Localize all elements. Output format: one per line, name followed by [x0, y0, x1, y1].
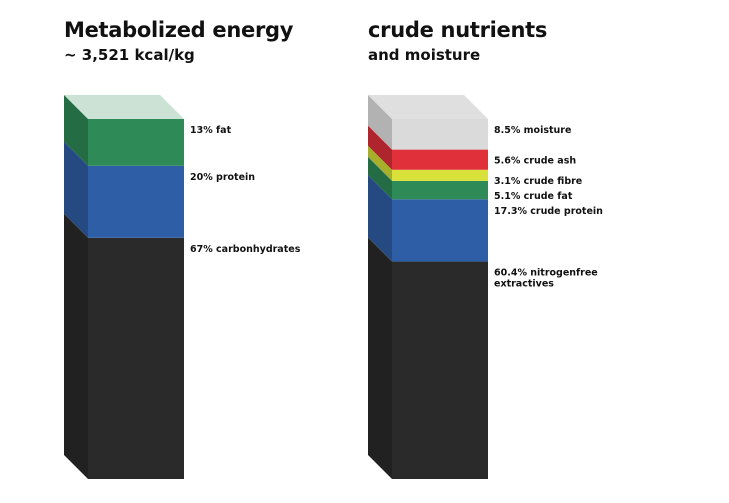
segment-5-1-crude-fat: 5.1% crude fat — [368, 156, 573, 202]
segment-side-8-5-moisture — [368, 95, 392, 150]
segment-front-13-fat — [88, 119, 184, 166]
segment-3-1-crude-fibre: 3.1% crude fibre — [368, 145, 582, 187]
segment-13-fat: 13% fat — [64, 95, 232, 166]
segment-20-protein: 20% protein — [64, 141, 255, 238]
segment-label-60-4-nitrogenfree-extractives: 60.4% nitrogenfree extractives — [494, 268, 598, 290]
column-0: 67% carbonhydrates 20% protein 13% fat — [64, 95, 301, 480]
segment-front-5-1-crude-fat — [392, 180, 488, 200]
segment-top-13-fat — [64, 95, 184, 119]
segment-front-17-3-crude-protein — [392, 199, 488, 262]
segment-front-3-1-crude-fibre — [392, 169, 488, 181]
segment-label-20-protein: 20% protein — [190, 172, 255, 183]
segment-front-8-5-moisture — [392, 119, 488, 150]
segment-label-5-1-crude-fat: 5.1% crude fat — [494, 191, 573, 202]
segment-label-67-carbonhydrates: 67% carbonhydrates — [190, 244, 301, 255]
segment-side-67-carbonhydrates — [64, 213, 88, 480]
chart-subtitle-energy: ~ 3,521 kcal/kg — [64, 46, 195, 64]
segment-17-3-crude-protein: 17.3% crude protein — [368, 175, 603, 262]
segment-label-17-3-crude-protein: 17.3% crude protein — [494, 206, 603, 217]
segment-front-5-6-crude-ash — [392, 149, 488, 170]
segment-8-5-moisture: 8.5% moisture — [368, 95, 571, 150]
segment-side-60-4-nitrogenfree-extractives — [368, 237, 392, 479]
segment-label-5-6-crude-ash: 5.6% crude ash — [494, 156, 576, 167]
segment-side-3-1-crude-fibre — [368, 145, 392, 181]
segment-60-4-nitrogenfree-extractives: 60.4% nitrogenfree extractives — [368, 237, 598, 479]
chart-subtitle-nutrients: and moisture — [368, 46, 481, 64]
segment-top-8-5-moisture — [368, 95, 488, 119]
segment-5-6-crude-ash: 5.6% crude ash — [368, 125, 576, 170]
segment-67-carbonhydrates: 67% carbonhydrates — [64, 213, 301, 480]
segment-front-60-4-nitrogenfree-extractives — [392, 261, 488, 479]
segment-label-13-fat: 13% fat — [190, 125, 232, 136]
segment-side-13-fat — [64, 95, 88, 166]
segment-side-5-1-crude-fat — [368, 156, 392, 200]
segment-side-5-6-crude-ash — [368, 125, 392, 170]
segment-label-3-1-crude-fibre: 3.1% crude fibre — [494, 176, 582, 187]
segment-front-67-carbonhydrates — [88, 237, 184, 479]
segment-label-8-5-moisture: 8.5% moisture — [494, 125, 571, 136]
segment-front-20-protein — [88, 165, 184, 238]
column-1: 60.4% nitrogenfree extractives 17.3% crude… — [368, 95, 603, 479]
chart-title-energy: Metabolized energy — [64, 18, 294, 42]
chart-title-nutrients: crude nutrients — [368, 18, 548, 42]
segment-side-20-protein — [64, 141, 88, 238]
segment-side-17-3-crude-protein — [368, 175, 392, 262]
